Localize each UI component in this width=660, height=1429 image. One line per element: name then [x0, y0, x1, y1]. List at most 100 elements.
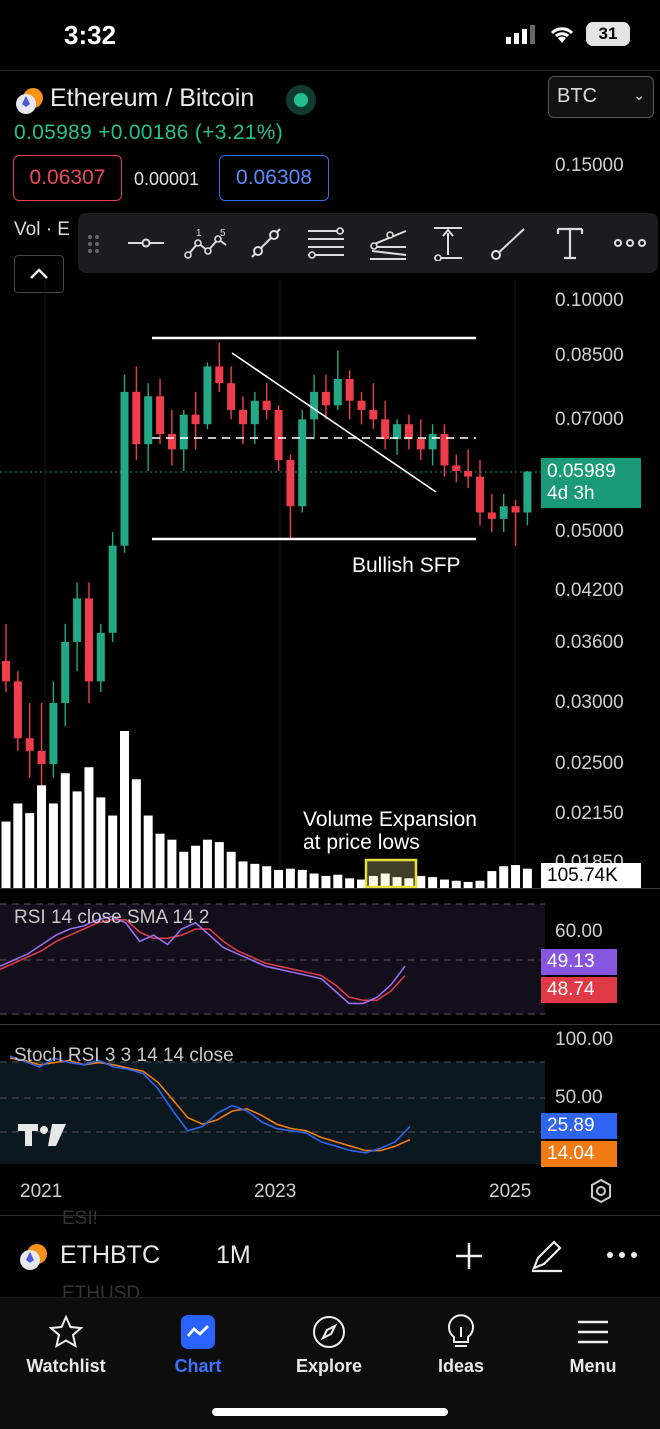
pitchfork-tool-icon[interactable]: [368, 225, 408, 261]
stoch-rsi-pane[interactable]: [0, 1030, 545, 1170]
price-range-tool-icon[interactable]: [428, 225, 468, 261]
add-indicator-icon[interactable]: [454, 1241, 484, 1271]
candle: [369, 409, 378, 420]
tab-chart[interactable]: Chart: [138, 1312, 258, 1377]
volume-bar: [96, 797, 106, 888]
tab-ideas[interactable]: Ideas: [401, 1312, 521, 1377]
ghost-symbol: ESI!: [62, 1208, 98, 1229]
price-axis-label: 0.01850: [555, 852, 624, 864]
price-axis-label: 0.07000: [555, 409, 624, 430]
candle: [393, 424, 402, 440]
candle: [464, 470, 473, 477]
rsi-pane[interactable]: [0, 892, 545, 1020]
candle: [440, 434, 449, 466]
price-chart[interactable]: [0, 280, 545, 890]
more-options-icon[interactable]: [606, 1250, 638, 1260]
volume-legend[interactable]: Vol · E: [14, 219, 70, 240]
stoch-k-value-tag: 25.89: [541, 1113, 617, 1139]
volume-bar: [333, 874, 343, 888]
price-axis-label: 0.03000: [555, 692, 624, 713]
volume-bar: [202, 839, 212, 888]
wifi-icon: [550, 27, 574, 43]
stoch-band: [0, 1062, 545, 1164]
candle: [156, 396, 165, 435]
candle: [61, 641, 70, 703]
volume-bar: [84, 767, 94, 888]
tab-menu[interactable]: Menu: [533, 1312, 653, 1377]
interval-button[interactable]: 1M: [216, 1241, 251, 1269]
drag-handle-icon[interactable]: [84, 225, 104, 261]
stoch-axis-label: 100.00: [555, 1029, 614, 1050]
sell-button[interactable]: 0.06307: [13, 155, 122, 201]
volume-bar: [108, 815, 118, 888]
volume-bar: [439, 879, 449, 888]
currency-select[interactable]: BTC ⌄: [548, 76, 654, 118]
time-axis-label: 2023: [254, 1181, 297, 1202]
battery-icon: 31: [586, 22, 630, 46]
rsi-sma-value-tag: 48.74: [541, 977, 617, 1003]
buy-button[interactable]: 0.06308: [219, 155, 329, 201]
price-axis-label: 0.02150: [555, 803, 624, 824]
ray-tool-icon[interactable]: [488, 225, 528, 261]
settings-gear-icon[interactable]: [588, 1178, 614, 1204]
volume-bar: [522, 868, 532, 888]
candle: [215, 366, 224, 384]
symbol-bar: [0, 1215, 660, 1297]
tradingview-logo-icon: [18, 1124, 66, 1146]
divider: [0, 70, 660, 71]
trend-line-tool-icon[interactable]: [246, 225, 286, 261]
candle: [84, 598, 93, 682]
symbol-search-button[interactable]: ETHBTC: [60, 1241, 160, 1269]
candle: [203, 366, 212, 425]
collapse-legend-button[interactable]: [14, 255, 64, 293]
candle: [108, 545, 117, 633]
candle: [191, 414, 200, 425]
volume-bar: [416, 875, 426, 888]
volume-bar: [179, 851, 189, 888]
volume-highlight-box: [364, 858, 418, 889]
volume-bar: [1, 821, 11, 888]
horizontal-line-tool-icon[interactable]: [126, 225, 166, 261]
svg-text:1: 1: [196, 228, 202, 239]
candle: [120, 391, 129, 546]
home-indicator: [212, 1408, 448, 1416]
candle: [333, 378, 342, 406]
candle: [357, 400, 366, 410]
rsi-legend[interactable]: RSI 14 close SMA 14 2: [14, 907, 210, 928]
volume-tag: 105.74K: [541, 863, 641, 889]
status-icons: 31: [506, 22, 630, 46]
candle: [239, 409, 247, 425]
symbol-title[interactable]: Ethereum / Bitcoin: [50, 84, 255, 112]
time-axis-label: 2021: [20, 1181, 63, 1202]
tab-label: Menu: [569, 1356, 617, 1376]
eth-btc-logo-icon: [16, 88, 43, 114]
drawing-tools-icon[interactable]: [528, 1238, 564, 1274]
candle: [381, 419, 390, 440]
more-tools-icon[interactable]: [610, 225, 650, 261]
volume-bar: [250, 863, 260, 888]
candle: [167, 434, 176, 450]
last-price-tag: 0.05989 4d 3h: [541, 458, 641, 508]
tab-label: Chart: [174, 1356, 222, 1376]
volume-bar: [487, 871, 497, 888]
volume-bar: [499, 866, 509, 888]
volume-bar: [428, 877, 438, 888]
pane-divider: [0, 1024, 660, 1025]
tab-watchlist[interactable]: Watchlist: [6, 1312, 126, 1377]
tab-explore[interactable]: Explore: [269, 1312, 389, 1377]
eth-btc-logo-icon: [20, 1244, 47, 1270]
candle: [96, 632, 105, 682]
annotation-volume-line2: at price lows: [303, 831, 420, 854]
candle: [37, 750, 46, 764]
tab-label: Watchlist: [26, 1356, 106, 1376]
candle: [250, 400, 259, 425]
fib-retracement-tool-icon[interactable]: [306, 225, 346, 261]
text-tool-icon[interactable]: [550, 225, 590, 261]
rsi-line: [0, 915, 406, 1005]
volume-bar: [120, 731, 129, 888]
price-axis-label: 0.10000: [555, 290, 624, 311]
stoch-rsi-legend[interactable]: Stoch RSI 3 3 14 14 close: [14, 1045, 234, 1066]
candle: [73, 598, 82, 642]
